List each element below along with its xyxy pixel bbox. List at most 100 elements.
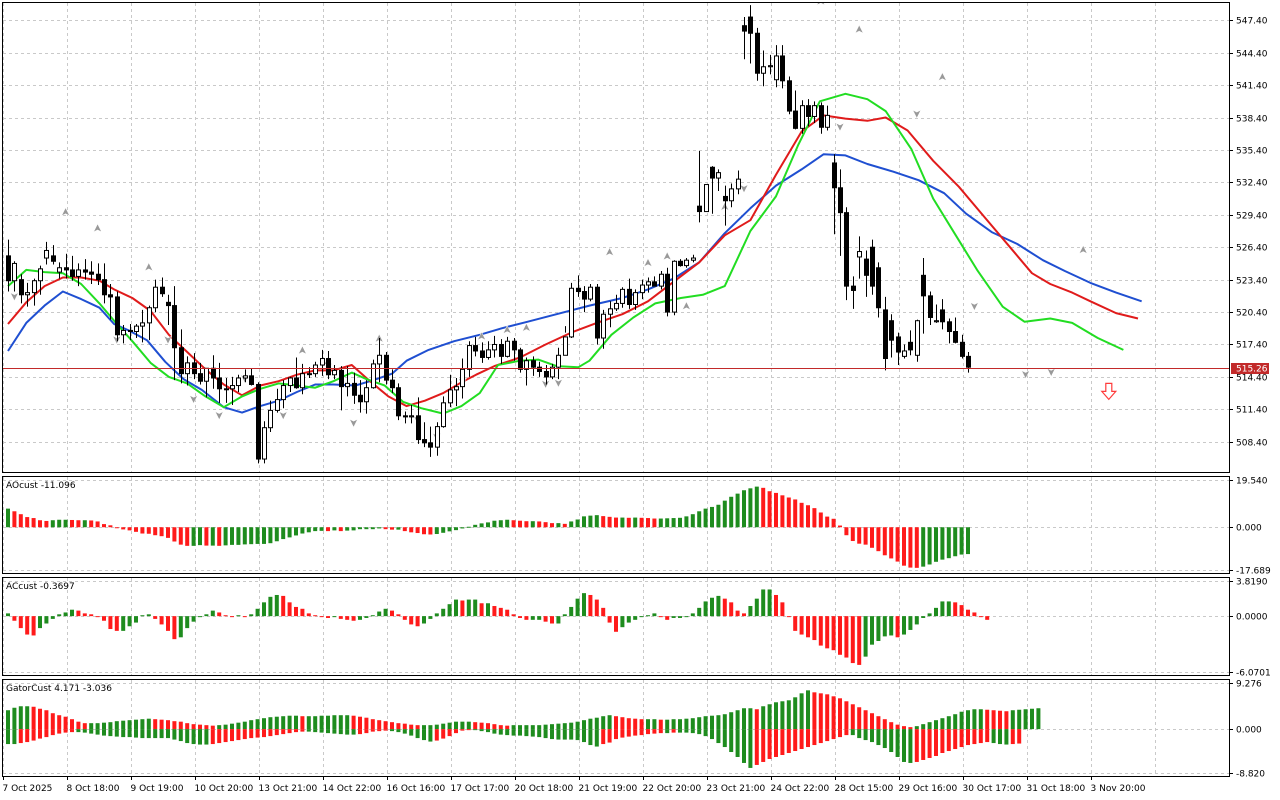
indicator-tick-label: -8.820: [1236, 770, 1265, 780]
histogram-bar: [146, 614, 151, 617]
time-tick-label: 8 Oct 18:00: [67, 784, 120, 794]
candle: [217, 362, 222, 403]
histogram-bar: [678, 517, 682, 528]
candle: [537, 361, 542, 377]
histogram-bar: [262, 527, 266, 544]
histogram-bar: [492, 520, 497, 528]
histogram-bar: [172, 616, 177, 640]
candle-body: [358, 394, 363, 403]
histogram-bar: [12, 616, 17, 621]
fractal-down-marker: [739, 184, 749, 194]
histogram-bar: [697, 511, 702, 528]
histogram-bar: [562, 614, 567, 617]
fractal-up-marker: [816, 3, 826, 6]
histogram-bar: [761, 487, 766, 528]
candle: [326, 350, 331, 380]
gator-upper-bar: [95, 723, 100, 730]
candle: [448, 374, 453, 408]
candle-body: [230, 385, 235, 390]
candle: [531, 356, 536, 376]
indicator-tick-label: 0.0000: [1236, 613, 1268, 623]
gator-lower-bar: [262, 729, 266, 738]
candle: [800, 100, 805, 134]
histogram-bar: [742, 613, 746, 617]
price-tick-label: 538.40: [1236, 115, 1268, 125]
candle-body: [902, 350, 907, 357]
candle: [755, 27, 760, 81]
histogram-bar: [217, 527, 222, 546]
gator-upper-bar: [1030, 708, 1034, 730]
candle: [38, 265, 43, 295]
candle: [268, 400, 273, 433]
gator-lower-bar: [594, 729, 599, 747]
candle-body: [588, 286, 593, 300]
candle-body: [556, 354, 561, 368]
gator-upper-bar: [121, 720, 126, 730]
gator-upper-bar: [159, 719, 164, 730]
histogram-bar: [345, 616, 350, 620]
histogram-bar: [370, 615, 375, 617]
histogram-bar: [863, 527, 868, 545]
histogram-bar: [652, 613, 657, 617]
histogram-bar: [198, 527, 202, 546]
histogram-bar: [914, 616, 919, 625]
histogram-bar: [230, 527, 234, 545]
candle: [691, 254, 696, 263]
candle: [51, 245, 56, 265]
histogram-bar: [249, 527, 254, 545]
gator-lower-bar: [486, 729, 490, 733]
gator-upper-bar: [223, 724, 228, 730]
candle: [243, 369, 248, 383]
fractal-up-marker: [61, 207, 71, 217]
candle-body: [57, 267, 62, 273]
histogram-bar: [338, 616, 343, 619]
fractal-up-marker: [681, 301, 691, 311]
price-tick-label: 544.40: [1236, 50, 1268, 60]
histogram-bar: [889, 527, 894, 559]
gator-upper-bar: [998, 710, 1002, 730]
gator-upper-bar: [761, 706, 766, 730]
candle: [236, 374, 241, 393]
gator-lower-bar: [146, 729, 151, 739]
candle: [64, 253, 69, 279]
gator-lower-bar: [972, 729, 977, 745]
gator-lower-bar: [985, 729, 990, 743]
candle-body: [678, 260, 683, 267]
histogram-bar: [76, 610, 81, 617]
histogram-bar: [850, 527, 855, 542]
candle: [857, 236, 862, 279]
candle: [339, 366, 344, 411]
time-tick-label: 17 Oct 17:00: [451, 784, 510, 794]
candle: [806, 99, 811, 127]
histogram-bar: [12, 511, 17, 528]
histogram-bar: [255, 527, 260, 544]
histogram-bar: [274, 527, 279, 542]
histogram-bar: [454, 527, 458, 531]
gator-lower-bar: [902, 729, 906, 762]
candle: [864, 250, 869, 297]
price-tick-label: 547.40: [1236, 17, 1268, 27]
price-axis: 547.40 544.40 541.40 538.40 535.40 532.40 529.…: [1229, 17, 1268, 449]
candle-body: [396, 387, 401, 417]
gator-upper-bar: [537, 725, 542, 730]
histogram-bar: [543, 616, 548, 622]
candle: [876, 262, 881, 318]
histogram-bar: [415, 527, 420, 534]
gator-upper-bar: [607, 715, 612, 730]
gator-lower-bar: [454, 729, 458, 734]
candle-body: [761, 66, 766, 74]
histogram-bar: [25, 517, 30, 528]
gator-upper-bar: [697, 717, 702, 730]
candle: [409, 405, 414, 424]
gator-lower-bar: [57, 729, 62, 734]
price-tick-label: 517.40: [1236, 341, 1268, 351]
gator-upper-bar: [63, 716, 68, 730]
gator-lower-bar: [479, 729, 484, 732]
histogram-bar: [479, 523, 484, 528]
candle: [742, 17, 747, 60]
candle-body: [844, 212, 849, 287]
gator-lower-bar: [345, 729, 350, 735]
fractal-down-marker: [112, 335, 122, 345]
gator-lower-bar: [639, 729, 644, 736]
histogram-bar: [806, 505, 810, 528]
